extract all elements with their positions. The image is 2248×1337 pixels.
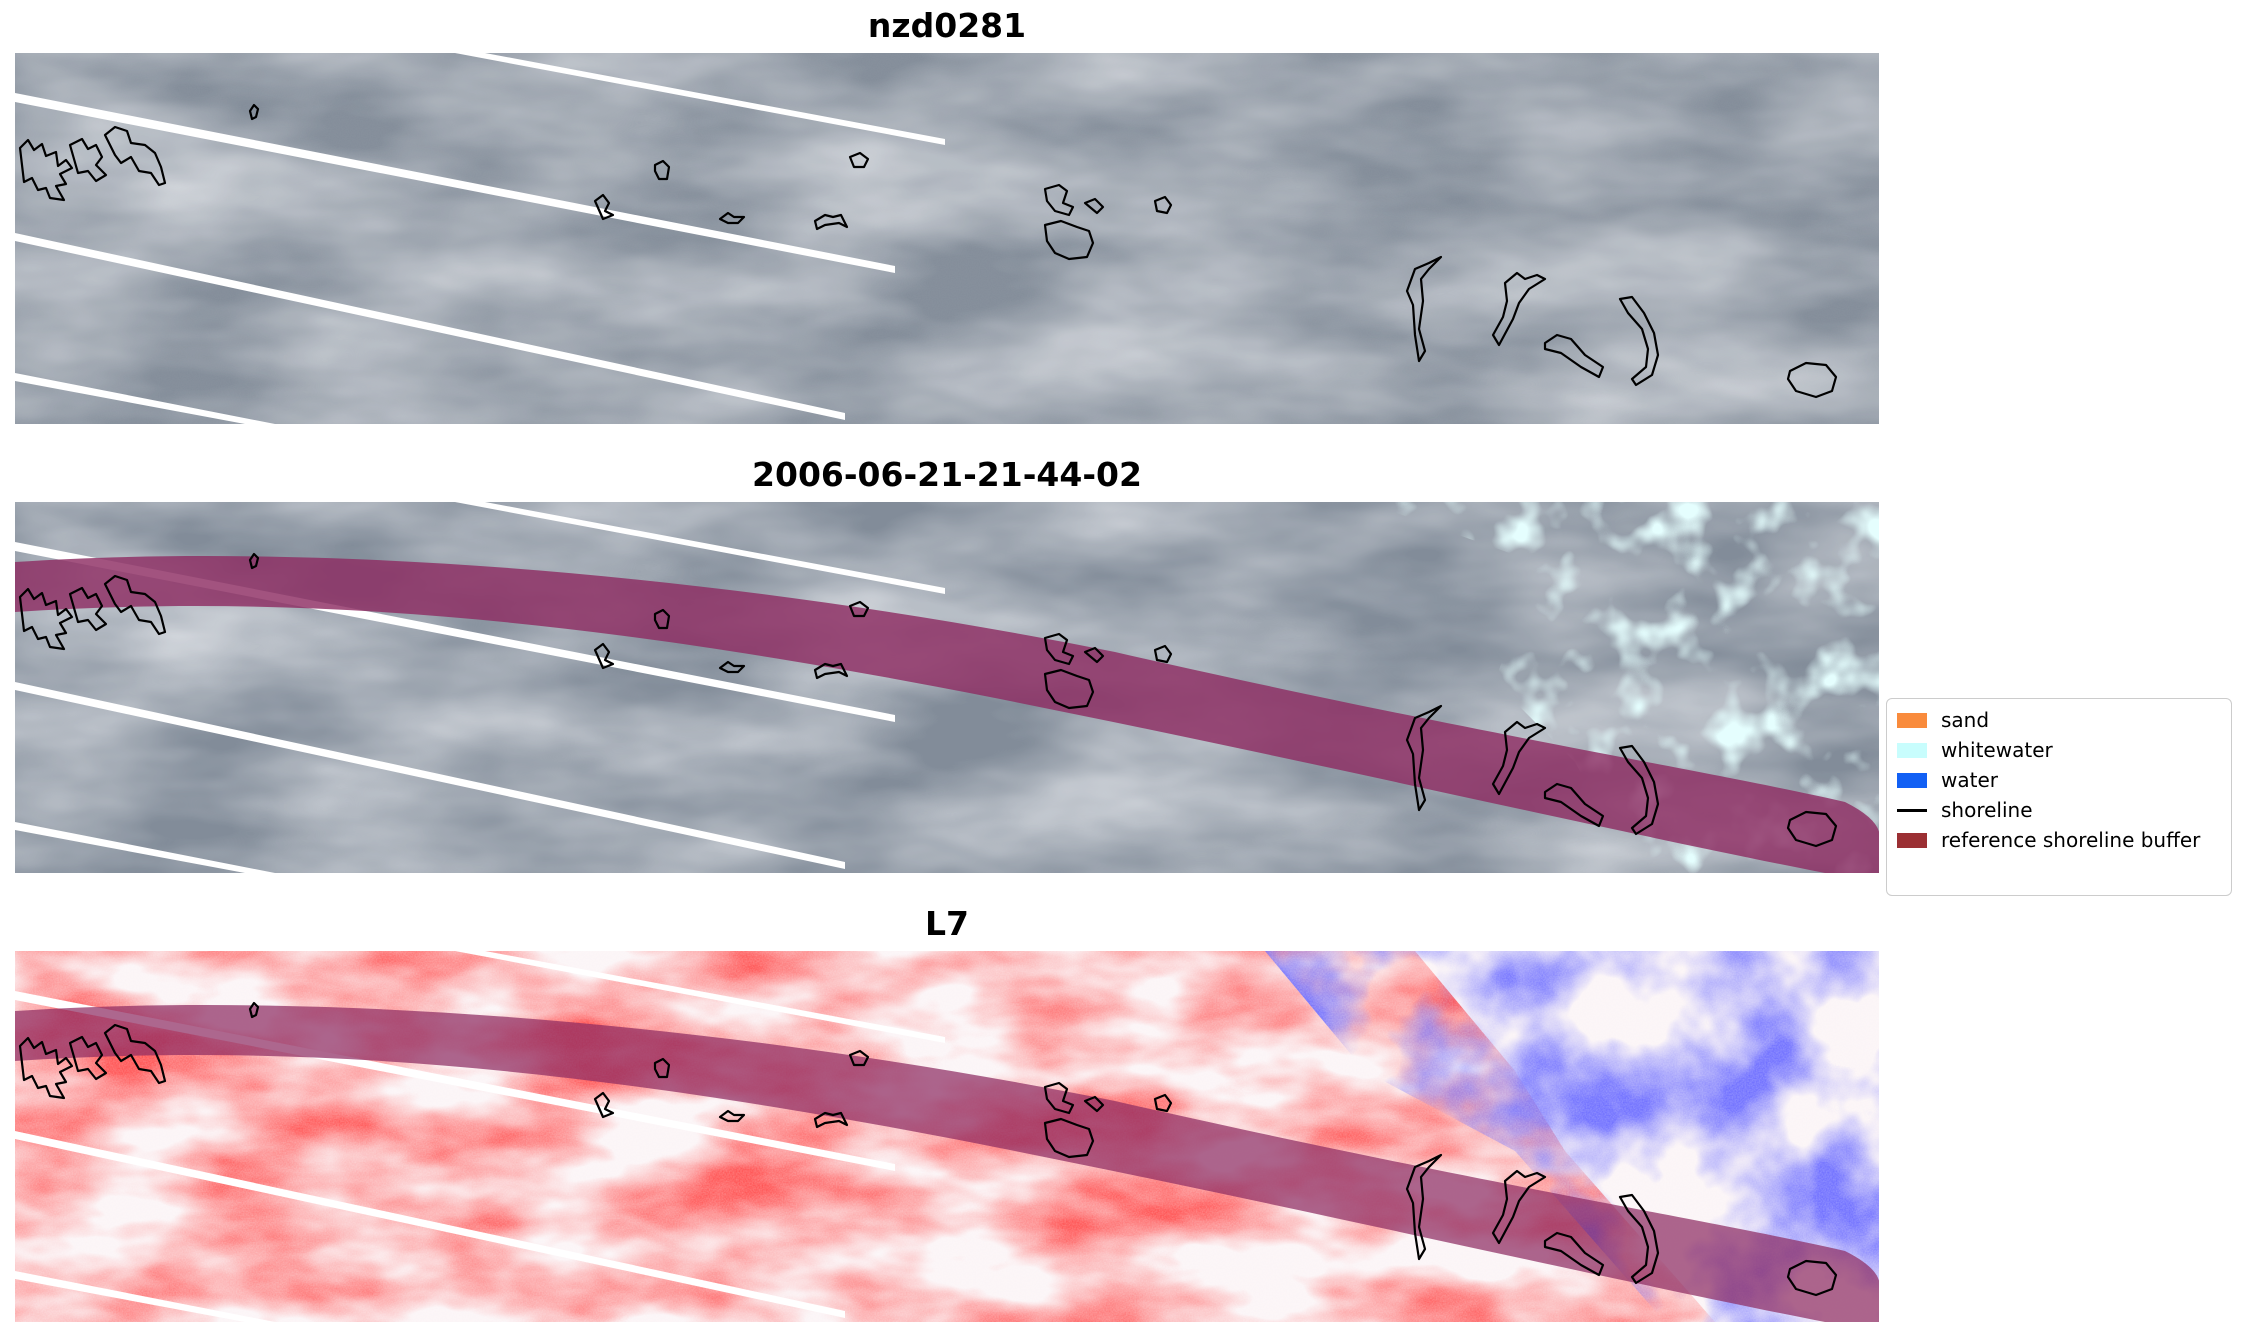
legend-label-water: water xyxy=(1941,768,1998,792)
shoreline-line-swatch xyxy=(1897,808,1927,812)
reference-shoreline-buffer xyxy=(15,556,1879,873)
shoreline-contours xyxy=(18,103,1838,399)
legend: sand whitewater water shoreline referenc… xyxy=(1886,698,2232,896)
rgb-image xyxy=(15,53,1879,424)
water-swatch xyxy=(1897,772,1927,788)
shoreline-contours xyxy=(18,552,1838,848)
legend-item-sand: sand xyxy=(1897,705,2221,735)
reference-buffer-swatch xyxy=(1897,832,1927,848)
rgb-image-panel xyxy=(15,53,1879,424)
classified-image-panel xyxy=(15,502,1879,873)
legend-item-shoreline: shoreline xyxy=(1897,795,2221,825)
legend-item-whitewater: whitewater xyxy=(1897,735,2221,765)
panel-title-middle: 2006-06-21-21-44-02 xyxy=(752,455,1142,494)
legend-label-sand: sand xyxy=(1941,708,1990,732)
legend-label-whitewater: whitewater xyxy=(1941,738,2053,762)
reference-shoreline-buffer xyxy=(15,1005,1879,1322)
panel-title-top: nzd0281 xyxy=(867,6,1027,45)
legend-item-reference-buffer: reference shoreline buffer xyxy=(1897,825,2221,855)
legend-item-water: water xyxy=(1897,765,2221,795)
classified-image xyxy=(15,502,1879,873)
sand-swatch xyxy=(1897,712,1927,728)
shoreline-contours xyxy=(18,1001,1838,1297)
legend-label-reference-buffer: reference shoreline buffer xyxy=(1941,828,2201,852)
whitewater-swatch xyxy=(1897,742,1927,758)
legend-label-shoreline: shoreline xyxy=(1941,798,2033,822)
index-image-panel xyxy=(15,951,1879,1322)
panel-title-bottom: L7 xyxy=(925,904,969,943)
index-image xyxy=(15,951,1879,1322)
scan-line-gaps xyxy=(15,53,945,424)
